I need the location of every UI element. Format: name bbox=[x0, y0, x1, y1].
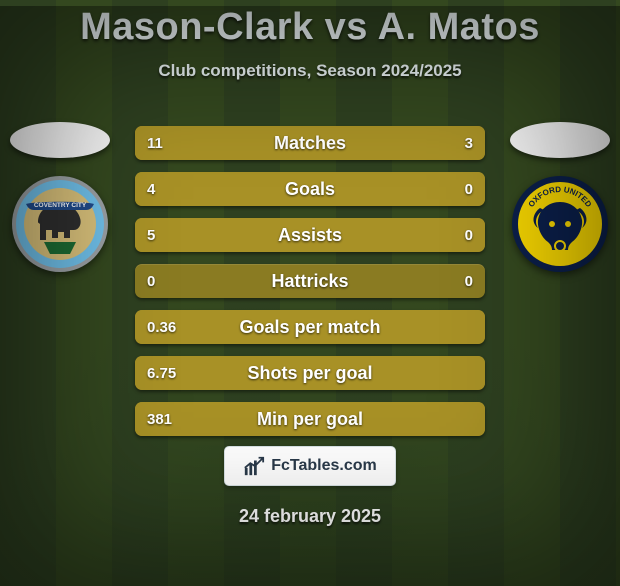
stat-row: 40Goals bbox=[135, 172, 485, 206]
stat-row: 113Matches bbox=[135, 126, 485, 160]
left-player-column: COVENTRY CITY bbox=[10, 122, 110, 274]
club-crest-right: OXFORD UNITED bbox=[510, 174, 610, 274]
svg-text:COVENTRY CITY: COVENTRY CITY bbox=[34, 202, 87, 209]
coventry-crest-icon: COVENTRY CITY bbox=[10, 174, 110, 274]
club-crest-left: COVENTRY CITY bbox=[10, 174, 110, 274]
stat-label: Matches bbox=[135, 126, 485, 160]
stat-label: Assists bbox=[135, 218, 485, 252]
brand-name: FcTables.com bbox=[271, 457, 377, 475]
stat-row: 381Min per goal bbox=[135, 402, 485, 436]
oxford-crest-icon: OXFORD UNITED bbox=[510, 174, 610, 274]
stat-label: Shots per goal bbox=[135, 356, 485, 390]
stat-label: Min per goal bbox=[135, 402, 485, 436]
date-text: 24 february 2025 bbox=[239, 506, 381, 527]
stat-label: Hattricks bbox=[135, 264, 485, 298]
brand-badge[interactable]: FcTables.com bbox=[224, 446, 396, 486]
brand-logo-icon bbox=[243, 455, 265, 477]
stat-row: 50Assists bbox=[135, 218, 485, 252]
right-player-column: OXFORD UNITED bbox=[510, 122, 610, 274]
stat-row: 6.75Shots per goal bbox=[135, 356, 485, 390]
page-subtitle: Club competitions, Season 2024/2025 bbox=[0, 61, 620, 81]
stat-row: 00Hattricks bbox=[135, 264, 485, 298]
stat-label: Goals bbox=[135, 172, 485, 206]
stats-panel: 113Matches 40Goals 50Assists 00Hattricks 0.3… bbox=[135, 126, 485, 448]
stat-row: 0.36Goals per match bbox=[135, 310, 485, 344]
player-avatar-placeholder bbox=[510, 122, 610, 158]
page-title: Mason-Clark vs A. Matos bbox=[0, 6, 620, 49]
player-avatar-placeholder bbox=[10, 122, 110, 158]
stat-label: Goals per match bbox=[135, 310, 485, 344]
